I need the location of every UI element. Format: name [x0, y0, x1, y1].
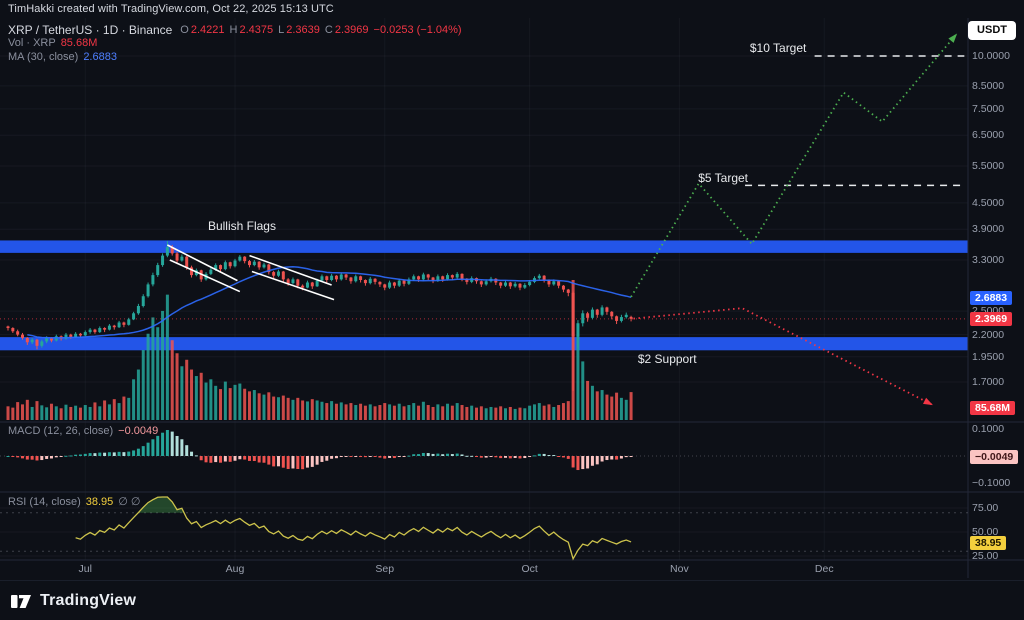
price-tick: 1.9500	[972, 350, 1005, 363]
rsi-badge: 38.95	[970, 535, 1007, 550]
flag-trendline	[167, 244, 238, 282]
rsi-legend-row[interactable]: RSI (14, close) 38.95 ∅ ∅	[8, 495, 141, 509]
rsi-label: RSI (14, close)	[8, 495, 81, 508]
price-tick: 2.2000	[972, 328, 1005, 341]
time-tick: Oct	[521, 563, 538, 575]
time-tick: Nov	[670, 563, 689, 575]
macd-tick: 0.1000	[972, 423, 1005, 435]
rsi-tick: 25.00	[972, 550, 999, 562]
rsi-tick: 75.00	[972, 502, 999, 514]
rsi-overbought-fill	[138, 497, 185, 513]
ohlc-value: 2.4375	[239, 24, 274, 36]
price-tick: 6.5000	[972, 129, 1005, 142]
rsi-tick: 50.00	[972, 526, 999, 538]
bullish-flags-label: Bullish Flags	[207, 218, 276, 233]
change-value: −0.0253 (−1.04%)	[373, 24, 462, 36]
ma30-line	[27, 266, 632, 339]
flag-trendline	[169, 259, 241, 293]
chart-canvas[interactable]	[0, 0, 1024, 578]
volume-badge: 85.68M	[970, 401, 1016, 415]
tradingview-logo-icon[interactable]	[10, 590, 32, 612]
flag-trendline	[251, 270, 335, 301]
time-tick: Sep	[375, 563, 395, 575]
rsi-line	[75, 496, 632, 561]
ohlc-key: O	[180, 24, 189, 36]
macd-histogram	[6, 430, 633, 471]
symbol-name[interactable]: XRP / TetherUS · 1D · Binance	[8, 23, 173, 37]
support-band	[0, 337, 968, 351]
rsi-hidden-plots: ∅ ∅	[118, 496, 141, 508]
macd-label: MACD (12, 26, close)	[8, 425, 114, 437]
volume-value: 85.68M	[60, 37, 98, 49]
price-tick: 10.0000	[972, 50, 1010, 62]
bearish-projection	[633, 307, 934, 406]
currency-toggle-button[interactable]: USDT	[968, 21, 1016, 40]
macd-legend-row[interactable]: MACD (12, 26, close) −0.0049	[8, 425, 158, 437]
time-tick: Aug	[225, 563, 245, 575]
rsi-value: 38.95	[85, 495, 114, 508]
ma-value: 2.6883	[83, 51, 117, 63]
symbol-legend-row[interactable]: XRP / TetherUS · 1D · Binance O 2.4221 H 2.…	[8, 23, 462, 37]
attribution-text: TimHakki created with TradingView.com, O…	[8, 3, 334, 15]
time-tick: Jul	[78, 563, 92, 575]
macd-tick: −0.1000	[972, 477, 1011, 489]
ohlc-key: C	[324, 24, 333, 36]
price-badge: 2.6883	[970, 290, 1013, 305]
price-tick: 7.5000	[972, 102, 1005, 115]
price-badge: 2.3969	[970, 311, 1013, 326]
ohlc-values: O 2.4221 H 2.4375 L 2.3639 C 2.3969	[177, 24, 368, 36]
ohlc-value: 2.3969	[334, 24, 369, 36]
volume-label: Vol · XRP	[8, 37, 56, 49]
ma-legend-row[interactable]: MA (30, close) 2.6883	[8, 51, 117, 63]
footer-bar: TradingView	[0, 580, 1024, 620]
price-tick: 3.3000	[972, 253, 1005, 266]
ohlc-value: 2.4221	[190, 24, 225, 36]
volume-legend-row[interactable]: Vol · XRP 85.68M	[8, 37, 97, 49]
macd-value: −0.0049	[118, 425, 159, 437]
resistance-band	[0, 240, 968, 253]
target5-label: $5 Target	[698, 171, 749, 186]
flag-trendline	[249, 254, 332, 286]
tradingview-wordmark[interactable]: TradingView	[40, 592, 137, 609]
ohlc-value: 2.3639	[286, 24, 320, 36]
price-tick: 1.7000	[972, 376, 1005, 389]
candlesticks	[6, 240, 633, 391]
price-tick: 8.5000	[972, 79, 1005, 92]
macd-badge: −0.0049	[970, 450, 1019, 464]
bullish-projection	[630, 32, 958, 298]
support2-label: $2 Support	[637, 351, 697, 366]
volume-bars	[6, 280, 633, 420]
ohlc-key: H	[229, 24, 238, 36]
price-tick: 3.9000	[972, 223, 1005, 236]
target10-label: $10 Target	[749, 40, 807, 55]
ohlc-key: L	[278, 24, 285, 36]
ma-label: MA (30, close)	[8, 51, 79, 63]
price-tick: 4.5000	[972, 196, 1005, 209]
time-tick: Dec	[814, 563, 834, 575]
price-tick: 5.5000	[972, 160, 1005, 172]
